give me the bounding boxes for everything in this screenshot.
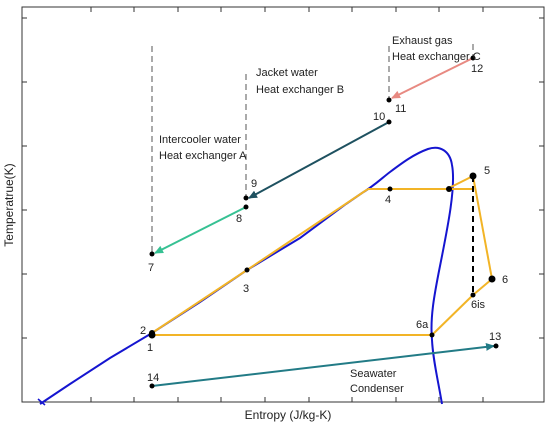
x-axis-label: Entropy (J/kg-K) [245, 408, 332, 422]
point-14-marker [149, 383, 155, 389]
point-label-6is: 6is [471, 299, 486, 311]
point-label-7: 7 [148, 262, 154, 274]
jacket-water-stream [248, 121, 390, 199]
point-8-marker [243, 204, 249, 210]
cycle-segment-6is-6a [431, 294, 474, 336]
annotation-exhaust-line1: Exhaust gas [392, 35, 453, 47]
point-label-1: 1 [147, 342, 153, 354]
cycle-segment-5-rise [446, 175, 474, 190]
cycle-segment-5-6 [472, 175, 493, 280]
point-label-3: 3 [243, 283, 249, 295]
point-label-6a: 6a [416, 319, 429, 331]
state-labels: 1 2 3 4 5 6 6a 6is 7 8 9 10 11 12 13 14 [140, 63, 508, 384]
point-label-11: 11 [395, 103, 406, 115]
point-6-marker [488, 275, 496, 283]
state-markers [148, 55, 499, 389]
y-axis-label: Temperatrue(K) [2, 163, 16, 246]
point-5-marker [469, 172, 477, 180]
point-12-marker [470, 55, 476, 61]
intercooler-water-stream [154, 206, 247, 254]
annotation-intercooler-line1: Intercooler water [159, 134, 241, 146]
point-label-4: 4 [385, 194, 391, 206]
cycle-segment-6-6is [472, 278, 493, 296]
point-label-9: 9 [251, 178, 257, 190]
plot-area [21, 6, 545, 403]
point-6a-marker [429, 332, 435, 338]
annotation-jacket-line2: Heat exchanger B [256, 84, 344, 96]
point-10-marker [386, 119, 392, 125]
point-3-marker [244, 267, 250, 273]
y-ticks [22, 17, 544, 339]
point-label-6: 6 [502, 274, 508, 286]
cycle-segment-2-3 [151, 269, 248, 334]
seawater-stream [151, 342, 495, 387]
plot-frame [21, 6, 545, 403]
main-cycle [151, 175, 493, 336]
point-label-2: 2 [140, 325, 146, 337]
point-label-5: 5 [484, 165, 490, 177]
point-13-marker [493, 343, 499, 349]
point-label-10: 10 [373, 111, 385, 123]
point-9-marker [243, 195, 249, 201]
dome-end-tick [37, 398, 46, 406]
point-4-marker [387, 186, 393, 192]
point-label-8: 8 [236, 213, 242, 225]
exhaust-gas-stream [391, 57, 474, 99]
point-6is-marker [470, 292, 476, 298]
annotation-seawater-line1: Seawater [350, 368, 397, 380]
point-label-14: 14 [147, 372, 159, 384]
point-label-13: 13 [489, 331, 501, 343]
annotation-seawater-line2: Condenser [350, 383, 404, 395]
point-11-marker [386, 97, 392, 103]
annotation-intercooler-line2: Heat exchanger A [159, 150, 247, 162]
annotation-exhaust-line2: Heat exchanger C [392, 51, 481, 63]
annotation-jacket-line1: Jacket water [256, 67, 318, 79]
x-ticks [90, 7, 484, 402]
cycle-segment-3-4 [246, 188, 369, 271]
saturation-dome [39, 146, 455, 405]
annotations: Exhaust gas Heat exchanger C Jacket wate… [159, 35, 481, 395]
point-2-marker [149, 330, 155, 336]
point-4b-marker [446, 186, 452, 192]
point-7-marker [149, 251, 155, 257]
point-label-12: 12 [471, 63, 483, 75]
